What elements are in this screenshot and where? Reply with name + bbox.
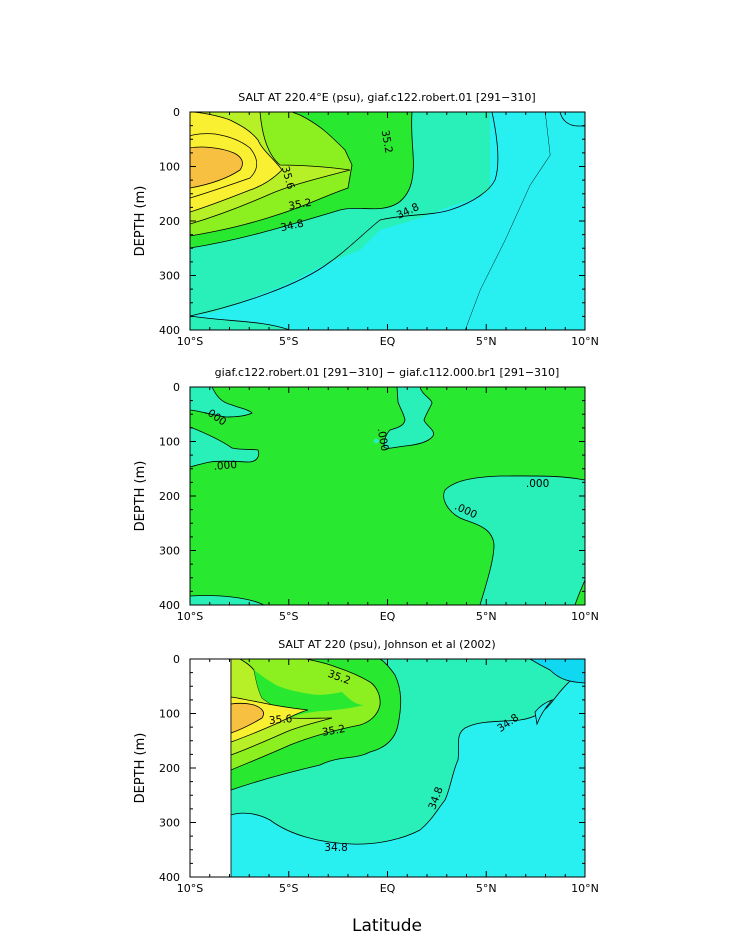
panel-2-x-tick-label: 5°S: [279, 610, 298, 623]
panel-2-x-tick-label: EQ: [380, 610, 396, 623]
panel-2-ylabel: DEPTH (m): [133, 461, 148, 532]
panel-2-y-tick-label: 300: [159, 545, 180, 558]
panel-3-y-tick-label: 200: [159, 762, 180, 775]
panel-3-region-lowest: [529, 659, 585, 684]
panel-1-contour-label-4: 34.8: [279, 218, 304, 235]
panel-1-y-tick-label: 200: [159, 215, 180, 228]
panel-3-contour-fill: [230, 659, 585, 877]
panel-3-y-tick-label: 100: [159, 708, 180, 721]
panel-1-contour-label-2: 35.6: [279, 165, 297, 191]
panel-2-x-tick-label: 5°N: [476, 610, 497, 623]
panel-2-salinity-difference: giaf.c122.robert.01 [291−310] − giaf.c11…: [133, 366, 599, 623]
panel-3-observed-salinity: SALT AT 220 (psu), Johnson et al (2002) …: [133, 638, 599, 895]
panel-1-x-tick-label: 5°N: [476, 335, 497, 348]
panel-1-x-tick-label: EQ: [380, 335, 396, 348]
panel-3-x-tick-label: EQ: [380, 882, 396, 895]
panel-1-contour-fill: [190, 112, 585, 330]
figure-xlabel: Latitude: [352, 916, 422, 936]
panel-3-y-tick-label: 400: [159, 871, 180, 884]
panel-2-contour-label-5: .000: [526, 478, 549, 490]
panel-3-x-tick-label: 10°N: [571, 882, 599, 895]
panel-2-region-negative: [190, 387, 253, 418]
panel-1-y-tick-label: 400: [159, 324, 180, 337]
panel-3-region-above-35.8: [230, 702, 264, 734]
panel-2-contour-fill: [190, 387, 585, 605]
panel-2-title: giaf.c122.robert.01 [291−310] − giaf.c11…: [215, 366, 560, 379]
panel-3-axes: 10°S 5°S EQ 5°N 10°N 0 100 200 300 400: [159, 653, 599, 895]
panel-2-contour-label-3: .000: [375, 427, 391, 452]
panel-1-model-salinity: SALT AT 220.4°E (psu), giaf.c122.robert.…: [133, 91, 599, 348]
panel-1-contour-label-3: 35.2: [288, 197, 313, 213]
panel-2-y-tick-label: 200: [159, 490, 180, 503]
panel-1-x-tick-label: 10°S: [177, 335, 203, 348]
panel-3-y-tick-label: 0: [173, 653, 180, 666]
panel-3-contour-label-3: 35.2: [321, 723, 346, 739]
panel-3-x-tick-label: 10°S: [177, 882, 203, 895]
panel-3-y-tick-label: 300: [159, 817, 180, 830]
panel-3-title: SALT AT 220 (psu), Johnson et al (2002): [278, 638, 495, 651]
panel-1-x-tick-label: 10°N: [571, 335, 599, 348]
panel-1-y-tick-label: 100: [159, 161, 180, 174]
panel-1-ylabel: DEPTH (m): [133, 186, 148, 257]
panel-2-y-tick-label: 0: [173, 381, 180, 394]
panel-1-contour-label-1: 35.2: [379, 129, 395, 154]
panel-2-axes: 10°S 5°S EQ 5°N 10°N 0 100 200 300 400: [159, 381, 599, 623]
panel-3-x-tick-label: 5°N: [476, 882, 497, 895]
panel-2-contour-label-2: .000: [213, 459, 237, 473]
panel-3-contour-label-2: 35.6: [268, 713, 293, 727]
panel-2-x-tick-label: 10°S: [177, 610, 203, 623]
panel-1-y-tick-label: 300: [159, 270, 180, 283]
panel-1-title: SALT AT 220.4°E (psu), giaf.c122.robert.…: [238, 91, 535, 104]
panel-1-region-above-35.8: [190, 146, 243, 189]
panel-1-y-tick-label: 0: [173, 106, 180, 119]
panel-2-x-tick-label: 10°N: [571, 610, 599, 623]
panel-3-contour-label-6: 34.8: [324, 842, 347, 854]
panel-2-y-tick-label: 400: [159, 599, 180, 612]
panel-1-x-tick-label: 5°S: [279, 335, 298, 348]
panel-3-x-tick-label: 5°S: [279, 882, 298, 895]
panel-3-ylabel: DEPTH (m): [133, 733, 148, 804]
panel-2-y-tick-label: 100: [159, 436, 180, 449]
panel-1-axes: 10°S 5°S EQ 5°N 10°N 0 100 200 300 400: [159, 106, 599, 348]
